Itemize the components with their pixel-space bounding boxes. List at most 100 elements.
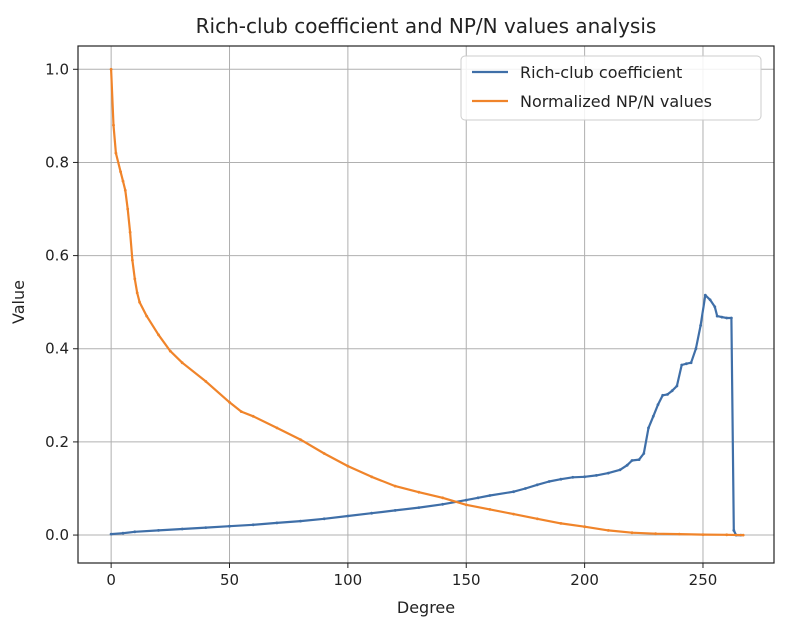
data-point bbox=[464, 503, 468, 507]
data-point bbox=[109, 67, 113, 71]
data-point bbox=[204, 380, 208, 383]
data-point bbox=[571, 475, 575, 479]
data-point bbox=[441, 496, 444, 500]
data-point bbox=[180, 527, 184, 531]
x-tick-label: 150 bbox=[452, 571, 481, 589]
data-point bbox=[123, 189, 127, 192]
data-point bbox=[535, 483, 539, 487]
data-point bbox=[393, 484, 397, 488]
data-point bbox=[228, 400, 231, 404]
data-point bbox=[708, 298, 712, 302]
data-point bbox=[680, 363, 684, 367]
data-point bbox=[583, 475, 586, 479]
data-point bbox=[715, 314, 719, 318]
data-point bbox=[145, 314, 149, 318]
data-point bbox=[370, 475, 373, 479]
legend-label-rich-club: Rich-club coefficient bbox=[520, 63, 682, 82]
y-tick-label: 0.8 bbox=[45, 153, 69, 171]
data-point bbox=[488, 494, 492, 497]
legend-box bbox=[460, 55, 762, 121]
x-axis-label: Degree bbox=[397, 598, 455, 617]
y-axis-label: Value bbox=[9, 280, 28, 324]
data-point bbox=[689, 361, 693, 365]
legend-label-np-n: Normalized NP/N values bbox=[520, 92, 712, 111]
data-point bbox=[441, 502, 444, 506]
data-point bbox=[606, 529, 610, 532]
x-tick-label: 50 bbox=[220, 571, 239, 589]
data-point bbox=[239, 410, 243, 413]
data-point bbox=[685, 362, 688, 366]
data-point bbox=[703, 293, 707, 297]
data-point bbox=[133, 530, 137, 534]
data-point bbox=[661, 393, 665, 397]
data-point bbox=[535, 517, 539, 521]
data-point bbox=[583, 525, 586, 529]
data-point bbox=[251, 414, 255, 418]
series-lines bbox=[109, 67, 745, 537]
data-point bbox=[157, 333, 160, 337]
data-point bbox=[675, 384, 679, 388]
data-point bbox=[131, 258, 134, 262]
data-point bbox=[699, 324, 702, 327]
data-point bbox=[606, 471, 610, 475]
data-point bbox=[656, 403, 660, 406]
data-point bbox=[512, 490, 515, 494]
data-point bbox=[618, 468, 622, 472]
data-point bbox=[720, 315, 724, 319]
data-point bbox=[725, 533, 729, 537]
data-point bbox=[121, 531, 125, 535]
data-point bbox=[346, 514, 350, 518]
data-point bbox=[417, 490, 421, 494]
data-point bbox=[701, 533, 705, 536]
data-point bbox=[126, 207, 130, 211]
data-point bbox=[393, 509, 397, 512]
data-point bbox=[128, 230, 132, 234]
series-line-1 bbox=[110, 69, 744, 537]
data-point bbox=[630, 531, 634, 535]
data-point bbox=[741, 533, 745, 537]
data-point bbox=[299, 438, 302, 441]
data-point bbox=[133, 277, 137, 281]
chart-title: Rich-club coefficient and NP/N values an… bbox=[196, 14, 657, 38]
grid-lines bbox=[78, 46, 774, 563]
data-point bbox=[168, 349, 172, 353]
y-tick-label: 0.6 bbox=[45, 247, 69, 265]
axis-ticks: 0 50 100 150 200 250 0.0 0.2 0.4 0.6 0.8 1.0 bbox=[45, 60, 717, 589]
data-point bbox=[670, 389, 674, 393]
data-point bbox=[275, 426, 279, 430]
data-point bbox=[512, 512, 515, 516]
x-tick-label: 200 bbox=[570, 571, 599, 589]
data-point bbox=[559, 522, 563, 525]
data-point bbox=[180, 361, 184, 365]
data-point bbox=[275, 521, 279, 525]
y-tick-label: 0.0 bbox=[45, 526, 69, 544]
data-point bbox=[417, 506, 421, 509]
data-point bbox=[595, 474, 598, 477]
data-point bbox=[654, 532, 657, 536]
data-point bbox=[637, 458, 641, 461]
x-tick-label: 0 bbox=[106, 571, 116, 589]
data-point bbox=[524, 487, 527, 490]
data-point bbox=[713, 305, 717, 309]
data-point bbox=[559, 477, 563, 481]
data-point bbox=[725, 316, 729, 320]
plot-area-frame bbox=[77, 45, 775, 564]
data-point bbox=[476, 496, 480, 500]
x-tick-label: 250 bbox=[689, 571, 718, 589]
data-point bbox=[322, 452, 326, 455]
data-point bbox=[370, 511, 373, 515]
data-point bbox=[547, 480, 551, 483]
data-point bbox=[322, 517, 326, 521]
data-point bbox=[228, 524, 231, 528]
data-point bbox=[732, 529, 736, 532]
data-point bbox=[666, 393, 669, 396]
y-tick-label: 0.2 bbox=[45, 433, 69, 451]
data-point bbox=[135, 291, 139, 295]
data-point bbox=[299, 519, 302, 523]
data-point bbox=[488, 508, 492, 511]
data-point bbox=[204, 526, 208, 529]
data-point bbox=[109, 532, 113, 536]
data-point bbox=[119, 170, 122, 174]
data-point bbox=[121, 179, 125, 183]
